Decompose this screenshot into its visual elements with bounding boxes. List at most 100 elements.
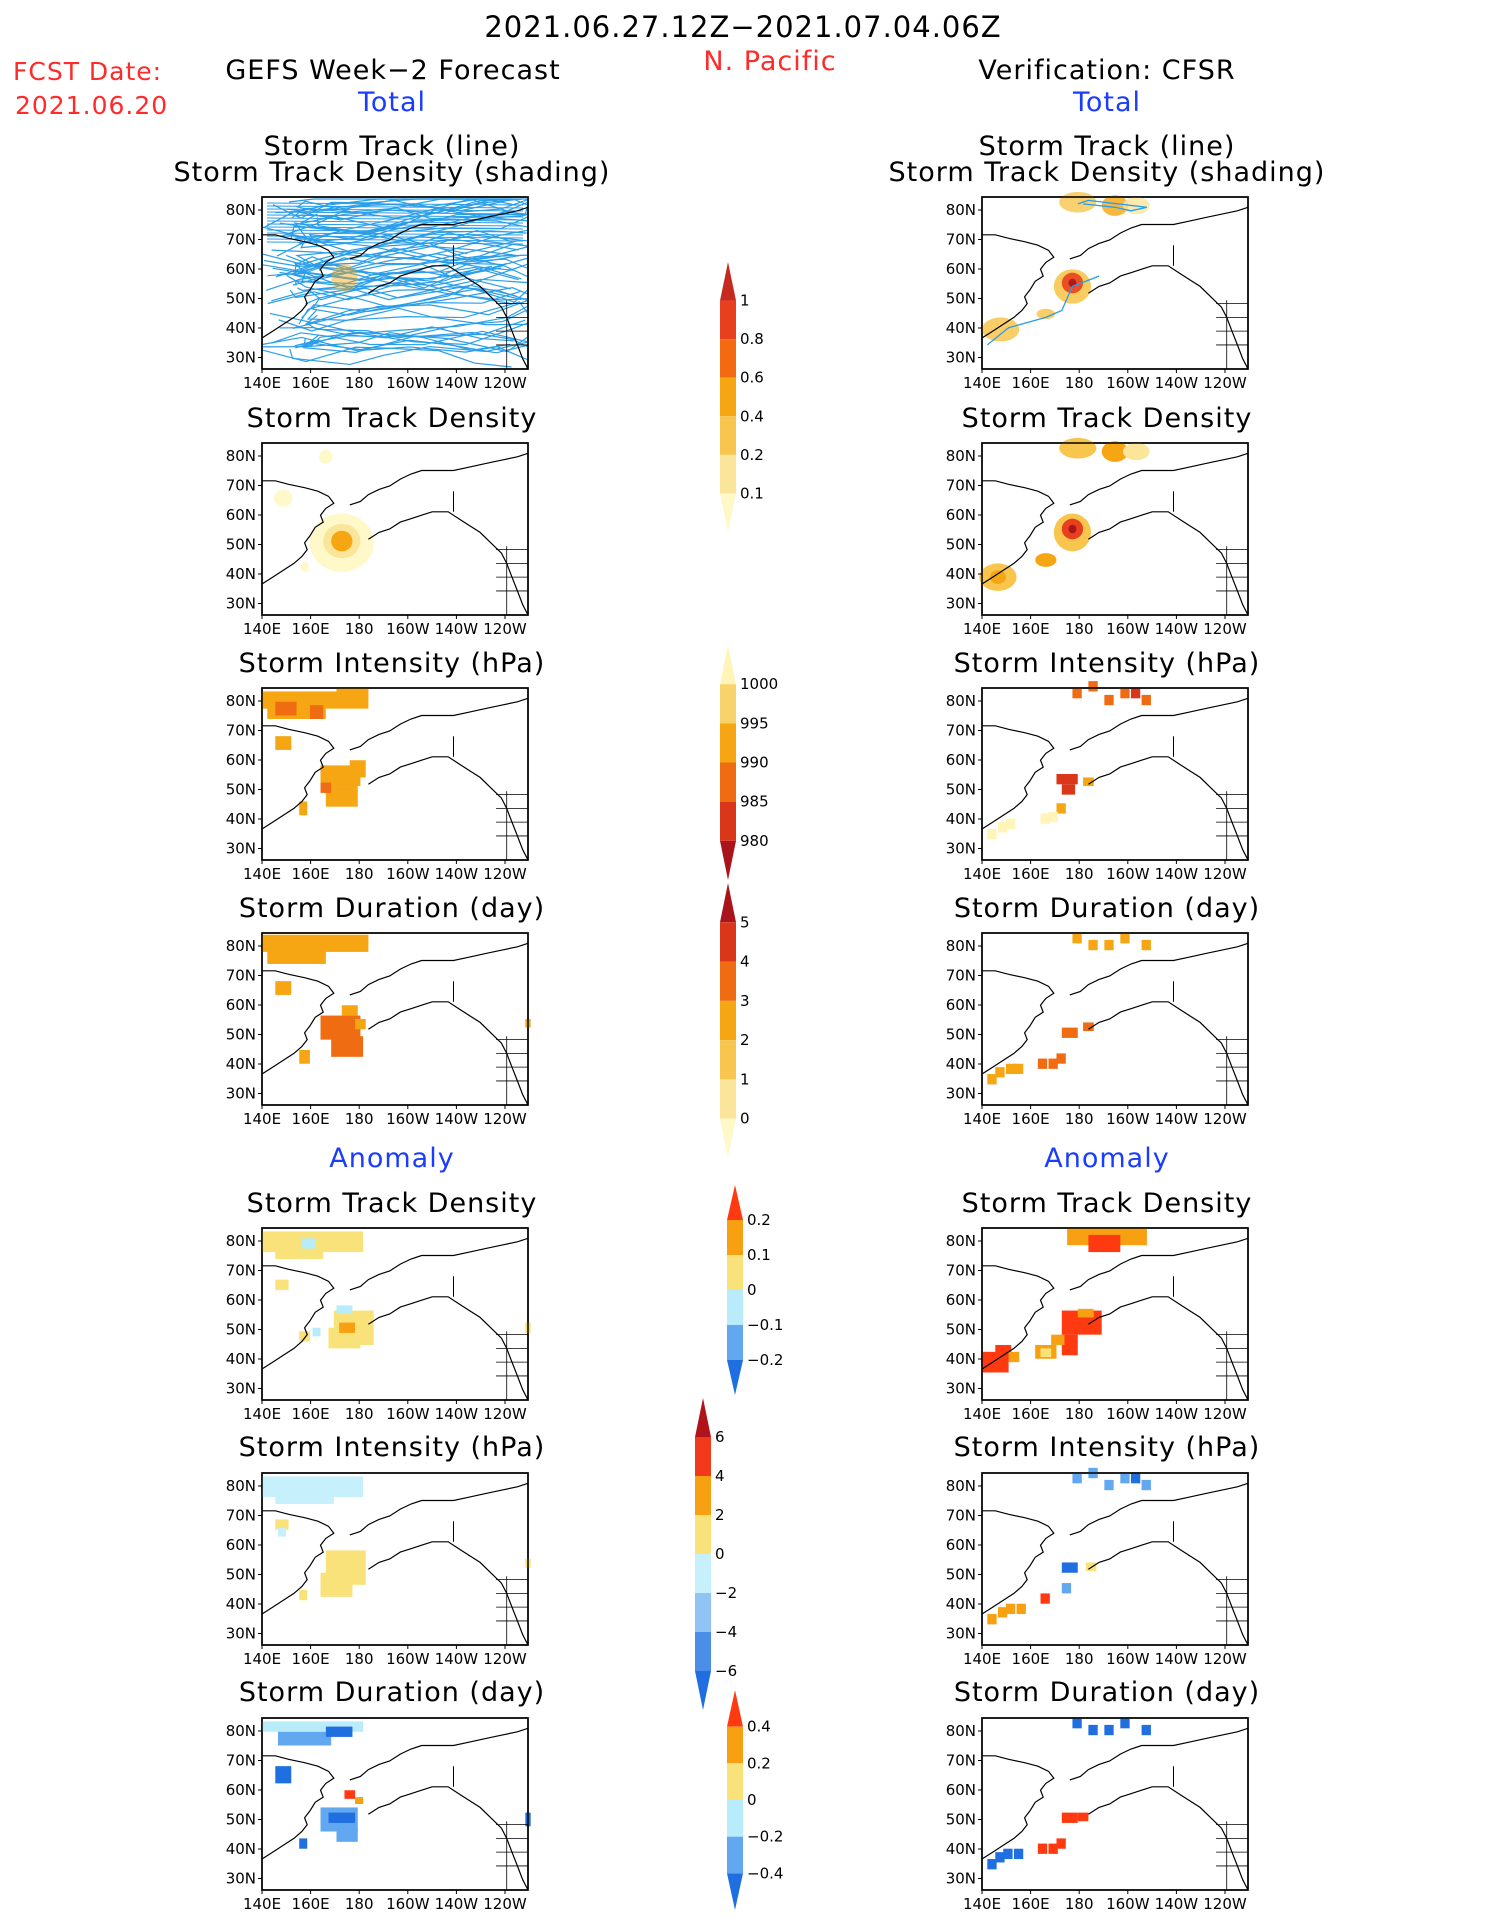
- lon-tick-label: 140E: [243, 1405, 281, 1423]
- title-anom-intensity-left: Storm Intensity (hPa): [238, 1432, 546, 1463]
- lon-tick-label: 120W: [1203, 1405, 1247, 1423]
- lon-tick-label: 160W: [1106, 1110, 1150, 1128]
- lon-tick-label: 120W: [1203, 1110, 1247, 1128]
- lon-tick-label: 160E: [292, 374, 330, 392]
- lon-tick-label: 120W: [1203, 1895, 1247, 1913]
- lat-tick-label: 30N: [946, 595, 976, 613]
- lat-tick-label: 70N: [946, 1507, 976, 1525]
- lon-tick-label: 160E: [292, 1650, 330, 1668]
- lat-tick-label: 60N: [946, 1536, 976, 1554]
- lon-tick-label: 140W: [435, 865, 479, 883]
- lat-tick-label: 50N: [226, 1566, 256, 1584]
- colorbar-tick-label: 995: [740, 714, 769, 732]
- lat-tick-label: 70N: [226, 231, 256, 249]
- right-intensity-panel: 80N 70N 60N 50N 40N 30N 140E 160E 180 160W 140W 120…: [946, 681, 1249, 883]
- colorbar-tick-label: 0: [747, 1791, 757, 1809]
- lat-tick-label: 30N: [226, 1870, 256, 1888]
- lat-tick-label: 60N: [226, 1536, 256, 1554]
- lon-tick-label: 120W: [483, 374, 527, 392]
- lat-tick-label: 50N: [946, 1566, 976, 1584]
- lon-tick-label: 120W: [483, 865, 527, 883]
- right-total-label: Total: [1072, 87, 1142, 118]
- colorbar-density-anom: 0.2 0.1 0 −0.1 −0.2: [727, 1185, 783, 1395]
- title-intensity-right: Storm Intensity (hPa): [953, 648, 1261, 679]
- lon-tick-label: 140W: [1155, 620, 1199, 638]
- title-duration-right: Storm Duration (day): [953, 893, 1261, 924]
- lat-tick-label: 80N: [226, 1232, 256, 1250]
- colorbar-tick-label: 2: [740, 1031, 750, 1049]
- right-track-density-panel: 80N 70N 60N 50N 40N 30N 140E 160E 180 160W 140W 120…: [946, 437, 1249, 638]
- colorbar-tick-label: −4: [715, 1623, 737, 1641]
- lon-tick-label: 160W: [1106, 1405, 1150, 1423]
- lon-tick-label: 160W: [1106, 374, 1150, 392]
- lon-tick-label: 140E: [963, 374, 1001, 392]
- lat-tick-label: 50N: [226, 536, 256, 554]
- lat-tick-label: 70N: [226, 1752, 256, 1770]
- lat-tick-label: 30N: [226, 1625, 256, 1643]
- lat-tick-label: 60N: [226, 260, 256, 278]
- lon-tick-label: 120W: [483, 1650, 527, 1668]
- lat-tick-label: 60N: [946, 506, 976, 524]
- lon-tick-label: 140E: [243, 865, 281, 883]
- colorbar-tick-label: 0: [715, 1545, 725, 1563]
- lon-tick-label: 140E: [963, 1405, 1001, 1423]
- lon-tick-label: 160W: [1106, 1895, 1150, 1913]
- colorbar-tick-label: 4: [715, 1467, 725, 1485]
- lat-tick-label: 40N: [946, 1055, 976, 1073]
- lat-tick-label: 30N: [226, 349, 256, 367]
- colorbar-tick-label: −0.4: [747, 1864, 783, 1882]
- lat-tick-label: 60N: [946, 751, 976, 769]
- lon-tick-label: 140W: [1155, 1110, 1199, 1128]
- title-intensity-left: Storm Intensity (hPa): [238, 648, 546, 679]
- lat-tick-label: 40N: [946, 810, 976, 828]
- lon-tick-label: 180: [345, 1110, 374, 1128]
- lat-tick-label: 80N: [226, 1722, 256, 1740]
- lon-tick-label: 140E: [963, 1895, 1001, 1913]
- left-anom-duration-panel: 80N 70N 60N 50N 40N 30N 140E 160E 180 160W 140W 120…: [226, 1717, 531, 1913]
- lat-tick-label: 70N: [946, 1262, 976, 1280]
- colorbar-intensity-total: 1000 995 990 985 980: [720, 645, 778, 880]
- lat-tick-label: 70N: [226, 1262, 256, 1280]
- lat-tick-label: 60N: [946, 260, 976, 278]
- lat-tick-label: 60N: [226, 751, 256, 769]
- title-track-density-shading-left: Storm Track Density (shading): [173, 157, 611, 188]
- date-range-title: 2021.06.27.12Z−2021.07.04.06Z: [484, 10, 1002, 44]
- left-anom-density-panel: 80N 70N 60N 50N 40N 30N 140E 160E 180 160W 140W 120…: [226, 1227, 531, 1423]
- right-anomaly-label: Anomaly: [1044, 1143, 1170, 1174]
- lon-tick-label: 120W: [1203, 865, 1247, 883]
- title-anom-duration-left: Storm Duration (day): [238, 1677, 546, 1708]
- lon-tick-label: 160W: [386, 1110, 430, 1128]
- lon-tick-label: 160W: [386, 1405, 430, 1423]
- lon-tick-label: 140E: [243, 1650, 281, 1668]
- colorbar-tick-label: 0.2: [740, 446, 764, 464]
- colorbar-tick-label: 4: [740, 953, 750, 971]
- lat-tick-label: 70N: [946, 967, 976, 985]
- lon-tick-label: 120W: [1203, 1650, 1247, 1668]
- lon-tick-label: 120W: [483, 1110, 527, 1128]
- lat-tick-label: 80N: [946, 201, 976, 219]
- colorbar-tick-label: 0.2: [747, 1754, 771, 1772]
- lat-tick-label: 30N: [946, 1380, 976, 1398]
- lon-tick-label: 180: [345, 620, 374, 638]
- lat-tick-label: 40N: [226, 1350, 256, 1368]
- lon-tick-label: 140W: [435, 1895, 479, 1913]
- lat-tick-label: 30N: [946, 349, 976, 367]
- lon-tick-label: 140W: [1155, 1650, 1199, 1668]
- fcst-date-value: 2021.06.20: [15, 91, 169, 120]
- lon-tick-label: 180: [1065, 374, 1094, 392]
- lon-tick-label: 180: [345, 1895, 374, 1913]
- colorbar-tick-label: 990: [740, 754, 769, 772]
- lon-tick-label: 140E: [243, 620, 281, 638]
- lat-tick-label: 40N: [226, 1055, 256, 1073]
- lat-tick-label: 40N: [226, 565, 256, 583]
- lat-tick-label: 50N: [946, 1026, 976, 1044]
- left-intensity-panel: 80N 70N 60N 50N 40N 30N 140E 160E 180 160W 140W 120…: [226, 687, 529, 883]
- colorbar-tick-label: 1: [740, 292, 750, 310]
- lon-tick-label: 120W: [483, 1405, 527, 1423]
- lat-tick-label: 60N: [226, 996, 256, 1014]
- lon-tick-label: 160W: [386, 620, 430, 638]
- lon-tick-label: 180: [345, 374, 374, 392]
- lat-tick-label: 50N: [226, 781, 256, 799]
- lat-tick-label: 50N: [226, 290, 256, 308]
- lon-tick-label: 180: [345, 1650, 374, 1668]
